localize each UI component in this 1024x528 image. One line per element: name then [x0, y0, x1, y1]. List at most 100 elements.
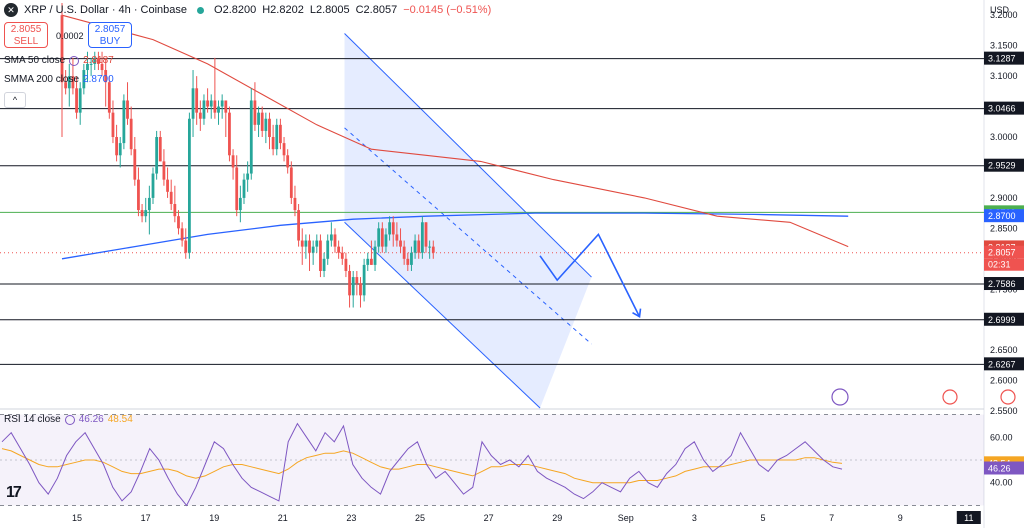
candle-body	[93, 57, 97, 64]
date-highlight-bg	[956, 511, 981, 524]
sell-label: SELL	[13, 36, 39, 47]
smma200-axis-label: 2.8700	[988, 211, 1016, 221]
last-price-label: 2.8057	[988, 248, 1016, 258]
candle-body	[304, 240, 308, 247]
rsi-axis-label-bg	[984, 461, 1024, 475]
smma200-legend[interactable]: SMMA 200 close 2.8700	[4, 74, 114, 85]
symbol-title[interactable]: XRP / U.S. Dollar · 4h · Coinbase	[24, 4, 188, 16]
sell-price: 2.8055	[10, 24, 42, 35]
candle-body	[249, 100, 253, 174]
candle-body	[329, 234, 333, 241]
price-tick-label: 3.1500	[990, 41, 1018, 51]
settings-icon[interactable]	[64, 414, 75, 425]
candle-body	[326, 240, 330, 259]
candle-body	[228, 112, 231, 156]
tradingview-logo[interactable]: 17	[6, 484, 22, 501]
countdown-bg	[984, 258, 1024, 271]
sma50-line	[61, 14, 849, 248]
candle-body	[209, 100, 213, 107]
candle-body	[71, 76, 75, 89]
candle-body	[122, 100, 126, 144]
chart-header: ✕ XRP / U.S. Dollar · 4h · Coinbase O2.8…	[4, 3, 491, 17]
date-tick-label: 25	[415, 513, 425, 523]
price-tick-label: 3.1000	[990, 71, 1018, 81]
candle-body	[188, 118, 191, 253]
us-flag-event-icon	[942, 389, 958, 405]
candle-body	[195, 88, 199, 113]
price-tick-label: 2.9000	[990, 193, 1018, 203]
last-price-label-bg	[984, 245, 1024, 259]
candle-body	[158, 137, 162, 162]
candle-body	[177, 216, 180, 229]
candle-body	[115, 137, 118, 156]
collapse-legend-button[interactable]: ^	[4, 92, 26, 108]
candle-body	[300, 240, 304, 247]
level-label-bg	[984, 158, 1024, 172]
countdown-label: 02:31	[988, 260, 1011, 270]
candle-body	[206, 100, 209, 107]
xrp-logo-icon: ✕	[4, 3, 18, 17]
candle-body	[184, 240, 188, 253]
candle-body	[67, 76, 71, 89]
candle-body	[362, 264, 366, 296]
rsi-ma-line	[1, 448, 843, 484]
rsi-value: 46.26	[78, 414, 104, 425]
candle-body	[395, 234, 399, 241]
candle-body	[322, 258, 326, 271]
ohlc-low: L2.8005	[309, 4, 350, 16]
date-tick-label: 19	[209, 513, 219, 523]
candle-body	[198, 112, 202, 119]
buy-price: 2.8057	[94, 24, 126, 35]
candle-body	[140, 210, 144, 217]
candle-body	[402, 246, 406, 259]
candle-body	[359, 283, 362, 296]
date-tick-label: 27	[484, 513, 494, 523]
candle-body	[413, 240, 417, 253]
candle-body	[173, 204, 177, 217]
projection-path	[539, 232, 641, 318]
candle-body	[351, 277, 355, 296]
level-label: 2.7586	[988, 279, 1016, 289]
candle-body	[428, 246, 432, 248]
candle-body	[319, 240, 322, 271]
level-label-bg	[984, 357, 1024, 371]
date-tick-label: 9	[898, 513, 903, 523]
level-label: 3.1287	[988, 54, 1016, 64]
us-flag-event-icon	[1000, 389, 1016, 405]
sma50-value: 2.8187	[83, 55, 114, 66]
candle-body	[355, 277, 359, 284]
settings-icon[interactable]	[69, 55, 80, 66]
candle-body	[97, 57, 100, 64]
buy-button[interactable]: 2.8057 BUY	[88, 22, 132, 48]
candle-body	[82, 70, 86, 89]
candle-body	[89, 63, 93, 65]
rsi-tick-label: 60.00	[990, 432, 1013, 442]
candle-body	[406, 258, 410, 265]
sma50-legend[interactable]: SMA 50 close 2.8187	[4, 55, 114, 66]
candle-body	[202, 100, 206, 119]
ohlc-high: H2.8202	[262, 4, 304, 16]
price-tick-label: 3.0000	[990, 132, 1018, 142]
candle-body	[289, 167, 293, 198]
candle-body	[279, 124, 282, 144]
candle-body	[242, 179, 246, 198]
date-tick-label: 17	[141, 513, 151, 523]
candle-body	[75, 88, 78, 113]
candle-body	[420, 222, 424, 253]
candle-body	[238, 197, 242, 211]
rsi-legend[interactable]: RSI 14 close 46.26 48.54	[4, 414, 133, 425]
candle-body	[151, 173, 155, 198]
candle-body	[220, 100, 224, 107]
candle-body	[224, 100, 228, 113]
level-label-bg	[984, 277, 1024, 291]
sell-button[interactable]: 2.8055 SELL	[4, 22, 48, 48]
rsi-tick-label: 40.00	[990, 478, 1013, 488]
date-tick-label: Sep	[618, 513, 634, 523]
candle-body	[191, 88, 195, 119]
candle-body	[348, 270, 351, 296]
candle-body	[253, 100, 257, 125]
price-tick-label: 2.5500	[990, 406, 1018, 416]
rsi-label: RSI 14 close	[4, 414, 61, 425]
rsi-axis-label: 46.26	[988, 464, 1011, 474]
